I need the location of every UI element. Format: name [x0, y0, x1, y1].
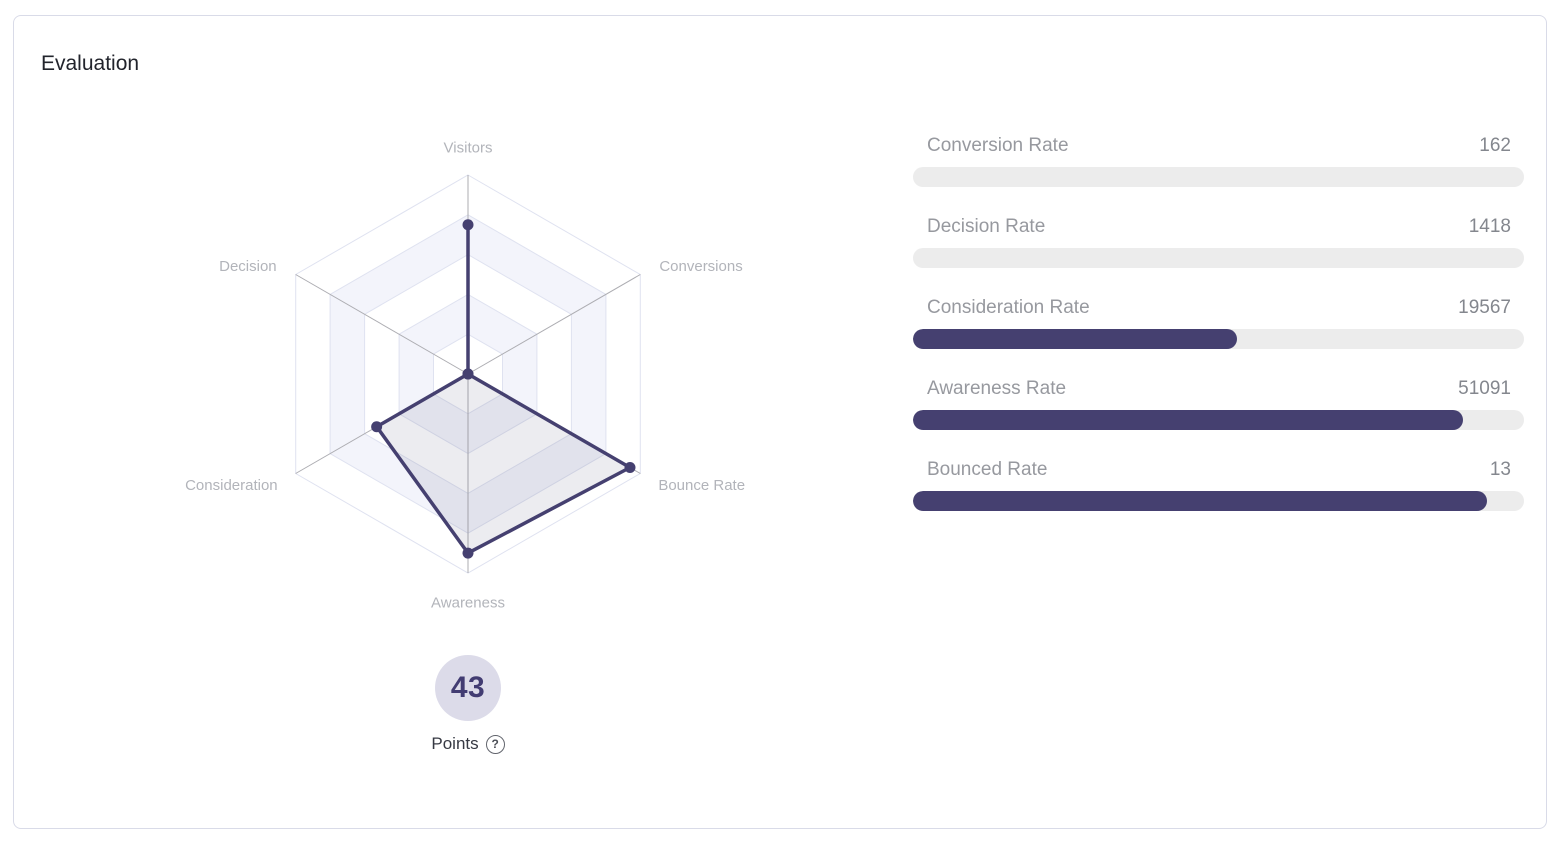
radar-chart: Visitors Conversions Bounce Rate Awareness C…	[148, 121, 788, 621]
metric-value: 19567	[1458, 297, 1511, 318]
metric-progress-track	[913, 167, 1524, 187]
points-label: Points	[431, 734, 479, 753]
radar-axis-label: Conversions	[659, 258, 742, 275]
metric-progress-track	[913, 329, 1524, 349]
metric-row-awareness-rate: Awareness Rate 51091	[913, 377, 1524, 430]
metric-label: Consideration Rate	[927, 297, 1090, 318]
radar-axis-line	[467, 274, 641, 375]
radar-data-point	[371, 421, 383, 433]
metric-row-decision-rate: Decision Rate 1418	[913, 215, 1524, 268]
radar-axis-label: Consideration	[185, 477, 278, 494]
help-circle-icon[interactable]: ?	[485, 734, 505, 754]
metric-value: 1418	[1468, 216, 1511, 237]
metric-value: 162	[1479, 135, 1511, 156]
metric-row-bounced-rate: Bounced Rate 13	[913, 458, 1524, 511]
metric-progress-track	[913, 410, 1524, 430]
metric-label: Decision Rate	[927, 216, 1046, 237]
points-badge-circle: 43	[435, 655, 501, 721]
metric-label: Awareness Rate	[927, 378, 1067, 399]
radar-svg: Visitors Conversions Bounce Rate Awareness C…	[185, 139, 745, 611]
evaluation-card: Evaluation Visitors Conversions Bounce Rat…	[13, 15, 1547, 829]
points-badge: 43 Points ?	[368, 655, 568, 754]
metric-value: 51091	[1458, 378, 1511, 399]
radar-axis-line	[295, 274, 469, 375]
metric-progress-track	[913, 248, 1524, 268]
metric-value: 13	[1489, 459, 1511, 480]
metric-progress-fill	[913, 329, 1237, 349]
radar-axis-label: Awareness	[431, 594, 505, 611]
page-title: Evaluation	[41, 52, 140, 75]
radar-axis-label: Decision	[219, 258, 277, 275]
radar-data-point	[462, 547, 474, 559]
metric-progress-fill	[913, 410, 1463, 430]
radar-axis-label: Bounce Rate	[658, 477, 745, 494]
metrics-panel: Conversion Rate 162 Decision Rate 1418 C…	[913, 134, 1524, 539]
metric-progress-track	[913, 491, 1524, 511]
metric-row-consideration-rate: Consideration Rate 19567	[913, 296, 1524, 349]
radar-data-point	[624, 462, 636, 474]
radar-axis-label: Visitors	[444, 139, 493, 156]
radar-data-point	[462, 219, 474, 231]
metric-row-conversion-rate: Conversion Rate 162	[913, 134, 1524, 187]
points-label-row: Points ?	[368, 734, 568, 754]
metric-label: Bounced Rate	[927, 459, 1048, 480]
points-value: 43	[450, 671, 486, 704]
metric-label: Conversion Rate	[927, 135, 1069, 156]
metric-progress-fill	[913, 491, 1488, 511]
radar-data-point	[462, 368, 474, 380]
